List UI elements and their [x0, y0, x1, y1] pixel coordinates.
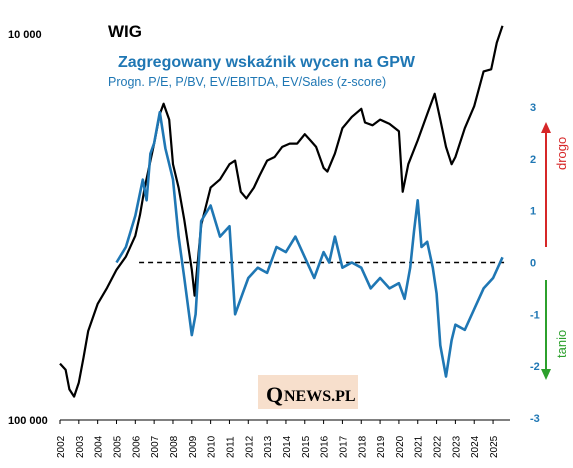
right-tick-label: 1: [530, 206, 536, 218]
x-tick-label: 2016: [320, 435, 331, 458]
x-tick-label: 2021: [414, 435, 425, 458]
x-tick-label: 2025: [489, 435, 500, 458]
right-tick-label: 3: [530, 102, 536, 114]
right-tick-label: -3: [530, 413, 540, 425]
chart-title: WIG: [108, 22, 142, 41]
x-tick-label: 2020: [395, 435, 406, 458]
x-tick-label: 2014: [282, 435, 293, 458]
arrow-up-head: [541, 122, 551, 133]
right-tick-label: 0: [530, 258, 536, 270]
right-tick-label: -1: [530, 309, 540, 321]
x-tick-label: 2003: [75, 435, 86, 458]
chart-subtitle-2: Progn. P/E, P/BV, EV/EBITDA, EV/Sales (z…: [108, 75, 386, 89]
logo-text: NEWS.PL: [284, 388, 356, 405]
x-tick-label: 2019: [376, 435, 387, 458]
side-label-tanio: tanio: [554, 330, 569, 358]
x-tick-label: 2023: [451, 435, 462, 458]
side-label-drogo: drogo: [554, 137, 569, 170]
x-tick-label: 2004: [94, 435, 105, 458]
x-tick-label: 2011: [225, 436, 236, 458]
x-tick-label: 2015: [301, 435, 312, 458]
logo: Q NEWS.PL: [258, 375, 358, 409]
x-tick-label: 2010: [207, 435, 218, 458]
x-tick-label: 2024: [470, 435, 481, 458]
arrow-down-head: [541, 369, 551, 380]
x-tick-label: 2012: [244, 435, 255, 458]
x-tick-label: 2013: [263, 435, 274, 458]
x-tick-label: 2005: [112, 435, 123, 458]
chart-subtitle: Zagregowany wskaźnik wycen na GPW: [118, 54, 416, 71]
x-tick-label: 2002: [56, 435, 67, 458]
x-tick-label: 2008: [169, 435, 180, 458]
axis-layer: 10 000 100 000 3 2 1 0 -1 -2 -3 2002 2003 2004 2005 2…: [8, 29, 540, 458]
x-tick-label: 2022: [433, 435, 444, 458]
series-line-wig: [59, 25, 504, 398]
right-tick-label: -2: [530, 361, 540, 373]
right-tick-label: 2: [530, 154, 536, 166]
left-tick-label: 10 000: [8, 29, 42, 41]
series-line-valuation: [115, 110, 504, 378]
logo-background: [258, 375, 358, 409]
x-tick-label: 2018: [357, 435, 368, 458]
x-tick-label: 2009: [188, 435, 199, 458]
left-tick-label: 100 000: [8, 415, 48, 427]
arrow-up-drogo: [541, 122, 551, 247]
x-tick-label: 2017: [338, 435, 349, 458]
logo-q: Q: [266, 382, 283, 407]
arrow-down-tanio: [541, 280, 551, 380]
series-layer: [59, 25, 504, 398]
x-tick-label: 2007: [150, 435, 161, 458]
x-tick-label: 2006: [131, 435, 142, 458]
